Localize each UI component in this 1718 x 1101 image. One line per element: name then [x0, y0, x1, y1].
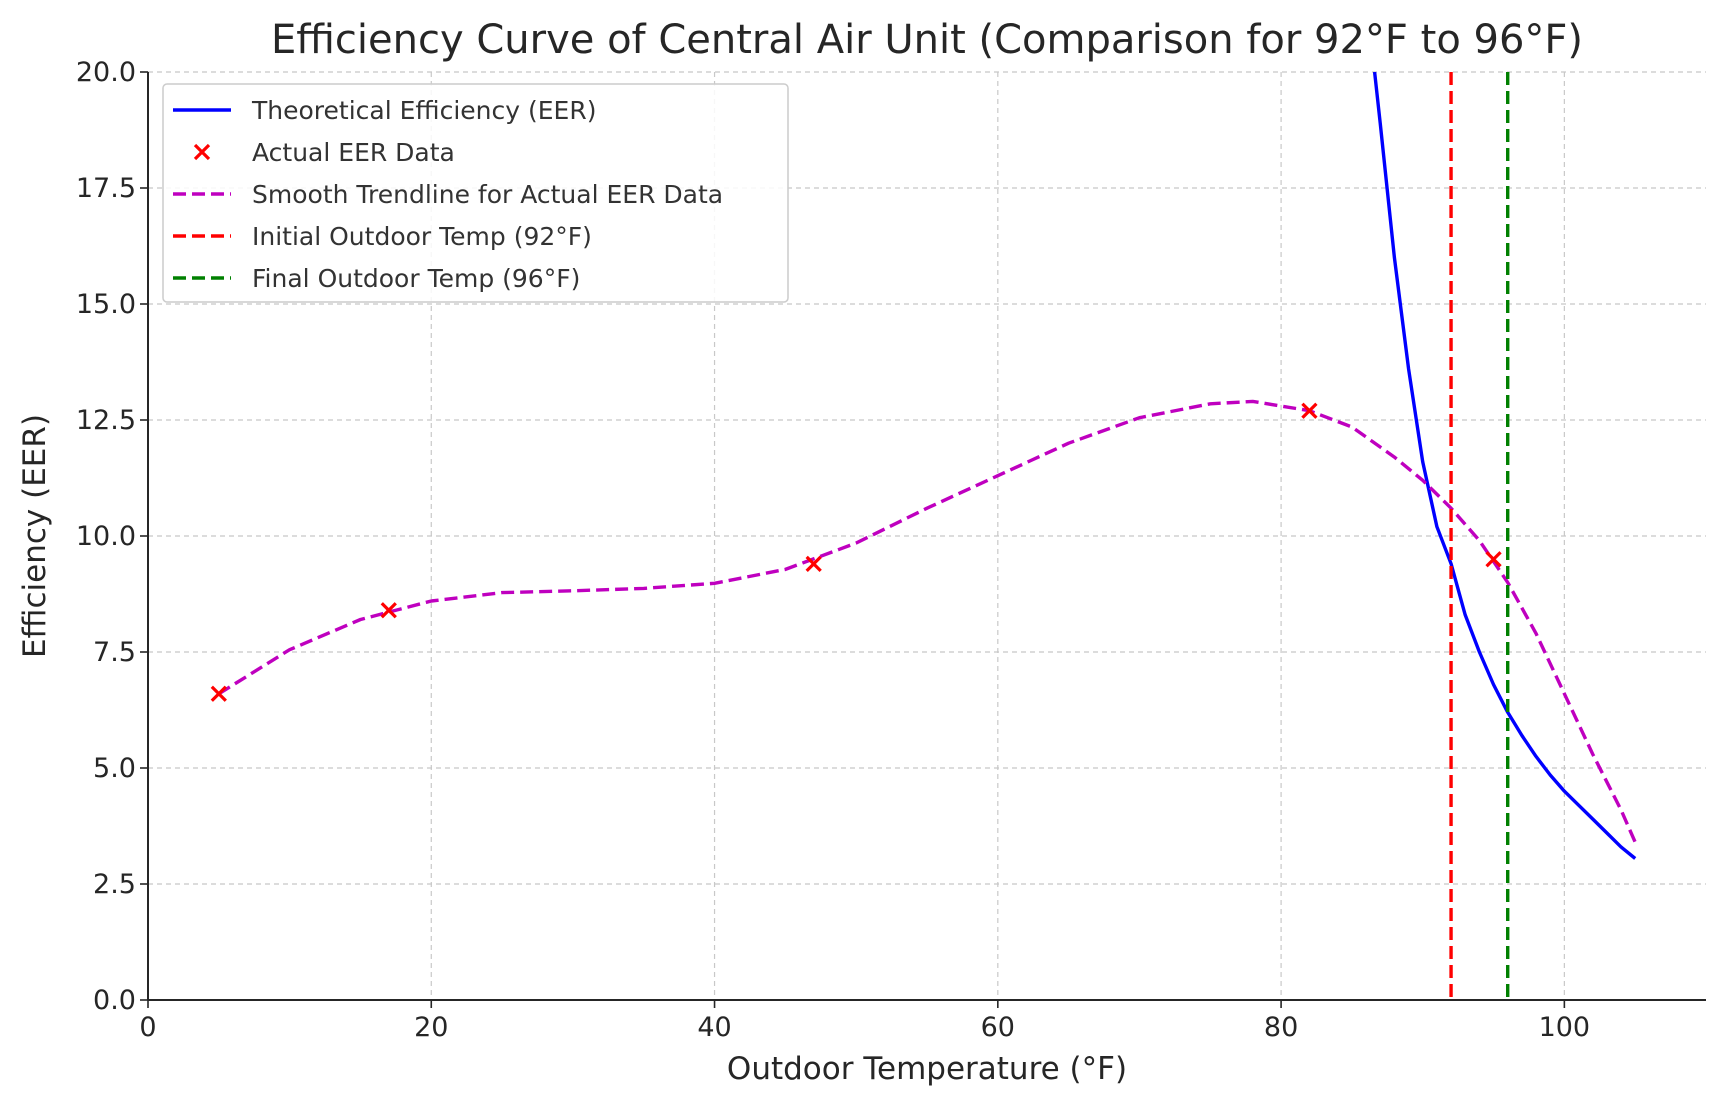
x-tick-label-5: 100 [1539, 1012, 1591, 1043]
scatter-point-3 [1301, 402, 1318, 419]
legend-label-3: Initial Outdoor Temp (92°F) [252, 222, 592, 251]
ticks: 0 20 40 60 80 100 0.0 2.5 5.0 7.5 10.0 12.5 15.0 17.5… [76, 57, 1590, 1043]
legend-label-4: Final Outdoor Temp (96°F) [252, 264, 580, 293]
y-tick-label-5: 12.5 [76, 405, 136, 436]
y-tick-label-2: 5.0 [93, 753, 136, 784]
chart-title: Efficiency Curve of Central Air Unit (Co… [271, 17, 1583, 63]
legend-marker-1 [193, 143, 211, 161]
x-tick-label-2: 40 [697, 1012, 731, 1043]
y-tick-label-6: 15.0 [76, 289, 136, 320]
y-tick-label-1: 2.5 [93, 869, 136, 900]
legend-label-1: Actual EER Data [252, 138, 455, 167]
scatter-point-0 [210, 685, 227, 702]
legend-label-0: Theoretical Efficiency (EER) [251, 96, 596, 125]
scatter-point-1 [380, 602, 397, 619]
y-tick-label-0: 0.0 [93, 985, 136, 1016]
legend: Theoretical Efficiency (EER) Actual EER D… [162, 83, 789, 303]
x-tick-label-0: 0 [139, 1012, 156, 1043]
x-tick-label-3: 60 [981, 1012, 1015, 1043]
legend-box [162, 83, 789, 303]
series-line-2 [217, 399, 1637, 843]
x-axis-label: Outdoor Temperature (°F) [727, 1051, 1127, 1087]
grid [148, 71, 1706, 1000]
plot-area [210, 72, 1637, 1000]
scatter-point-2 [805, 555, 822, 572]
legend-label-2: Smooth Trendline for Actual EER Data [252, 180, 723, 209]
y-tick-label-7: 17.5 [76, 173, 136, 204]
series-line-0 [1372, 72, 1637, 860]
y-axis-label: Efficiency (EER) [17, 414, 53, 658]
x-tick-label-1: 20 [414, 1012, 448, 1043]
y-tick-label-8: 20.0 [76, 57, 136, 88]
x-tick-label-4: 80 [1264, 1012, 1298, 1043]
y-tick-label-3: 7.5 [93, 637, 136, 668]
scatter-point-4 [1485, 551, 1502, 568]
y-tick-label-4: 10.0 [76, 521, 136, 552]
